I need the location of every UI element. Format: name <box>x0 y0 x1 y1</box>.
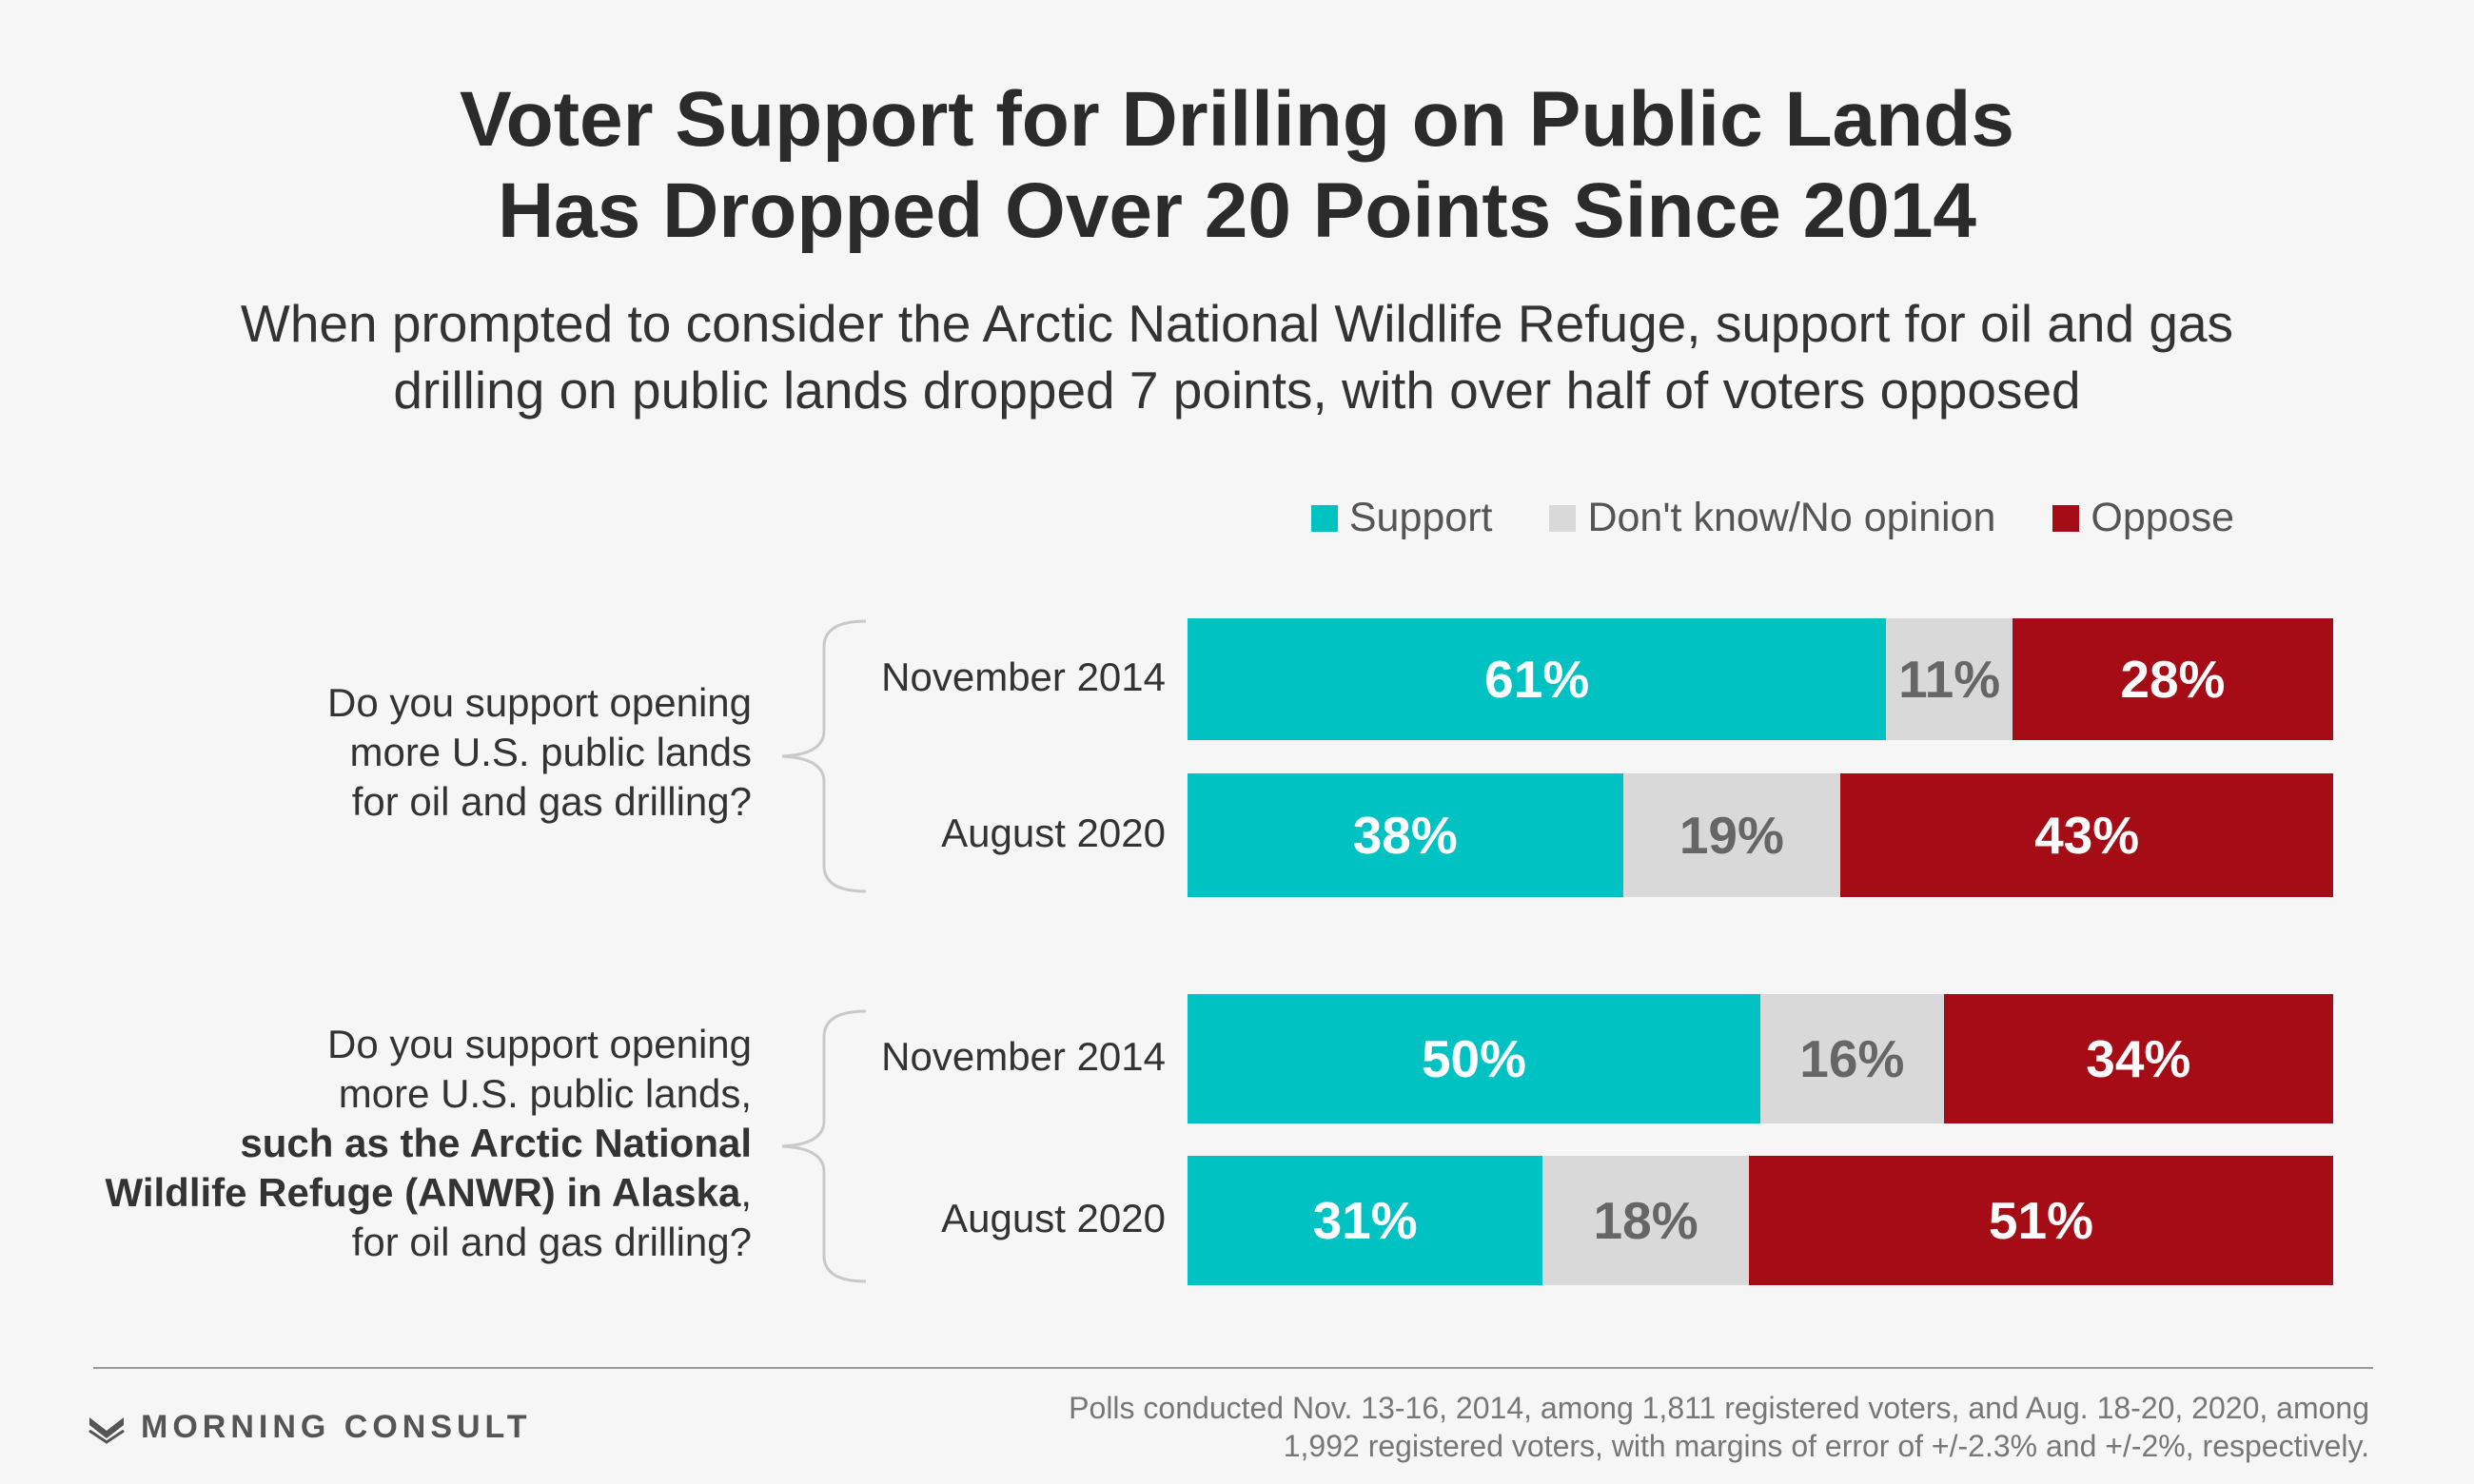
bar-segment-support: 50% <box>1188 994 1760 1123</box>
legend-swatch-dont-know <box>1549 504 1577 532</box>
brand-logo: MORNING CONSULT <box>88 1409 532 1446</box>
question-2-line-4-tail: , <box>740 1170 752 1215</box>
subtitle-line-1: When prompted to consider the Arctic Nat… <box>240 294 2234 353</box>
row-label: November 2014 <box>881 654 1166 699</box>
title-line-2: Has Dropped Over 20 Points Since 2014 <box>497 167 1977 254</box>
chart-subtitle: When prompted to consider the Arctic Nat… <box>0 290 2474 423</box>
bar-segment-dont-know: 19% <box>1622 773 1841 897</box>
bar-segment-oppose: 43% <box>1840 773 2333 897</box>
question-2: Do you support opening more U.S. public … <box>86 1020 752 1267</box>
legend-swatch-oppose <box>2052 504 2080 532</box>
subtitle-line-2: drilling on public lands dropped 7 point… <box>393 361 2081 420</box>
row-label: August 2020 <box>941 810 1166 855</box>
legend-label-support: Support <box>1348 495 1493 540</box>
bar-segment-oppose: 34% <box>1943 994 2333 1123</box>
bar-segment-oppose: 28% <box>2012 618 2333 740</box>
question-2-line-2: more U.S. public lands, <box>338 1071 752 1116</box>
legend-label-oppose: Oppose <box>2091 495 2234 540</box>
question-2-line-4-bold: Wildlife Refuge (ANWR) in Alaska <box>105 1170 741 1215</box>
bracket-question-1 <box>781 619 867 893</box>
legend-swatch-support <box>1310 504 1338 532</box>
stacked-bar: 61% 11% 28% <box>1188 618 2333 740</box>
bar-segment-oppose: 51% <box>1748 1156 2333 1285</box>
footnote-line-1: Polls conducted Nov. 13-16, 2014, among … <box>1069 1391 2369 1425</box>
bracket-question-2 <box>781 1009 867 1283</box>
morning-consult-logo-icon <box>88 1416 125 1444</box>
footer-divider <box>93 1367 2373 1369</box>
bar-segment-dont-know: 11% <box>1886 618 2013 740</box>
question-1-line-1: Do you support opening <box>327 680 752 725</box>
question-1-line-2: more U.S. public lands <box>349 730 752 774</box>
row-label: November 2014 <box>881 1034 1166 1079</box>
stacked-bar: 38% 19% 43% <box>1188 773 2333 897</box>
question-2-line-3: such as the Arctic National <box>240 1121 752 1165</box>
title-line-1: Voter Support for Drilling on Public Lan… <box>460 76 2014 163</box>
question-1: Do you support opening more U.S. public … <box>86 678 752 827</box>
question-2-line-4: Wildlife Refuge (ANWR) in Alaska, <box>86 1168 752 1218</box>
bar-segment-dont-know: 16% <box>1760 994 1944 1123</box>
bar-segment-support: 31% <box>1188 1156 1543 1285</box>
legend-item-support: Support <box>1310 495 1493 541</box>
brand-name: MORNING CONSULT <box>141 1409 532 1445</box>
stacked-bar: 31% 18% 51% <box>1188 1156 2333 1285</box>
question-2-line-5: for oil and gas drilling? <box>351 1220 752 1264</box>
bar-segment-support: 38% <box>1188 773 1623 897</box>
legend: Support Don't know/No opinion Oppose <box>1254 495 2234 541</box>
question-2-line-1: Do you support opening <box>327 1022 752 1066</box>
footnote: Polls conducted Nov. 13-16, 2014, among … <box>847 1389 2369 1465</box>
bar-segment-dont-know: 18% <box>1542 1156 1749 1285</box>
question-1-line-3: for oil and gas drilling? <box>351 779 752 824</box>
stacked-bar: 50% 16% 34% <box>1188 994 2333 1123</box>
footnote-line-2: 1,992 registered voters, with margins of… <box>1283 1429 2369 1463</box>
bar-segment-support: 61% <box>1188 618 1887 740</box>
legend-label-dont-know: Don't know/No opinion <box>1587 495 1996 540</box>
legend-item-oppose: Oppose <box>2052 495 2234 541</box>
chart-title: Voter Support for Drilling on Public Lan… <box>0 74 2474 257</box>
row-label: August 2020 <box>941 1196 1166 1240</box>
legend-item-dont-know: Don't know/No opinion <box>1549 495 1995 541</box>
